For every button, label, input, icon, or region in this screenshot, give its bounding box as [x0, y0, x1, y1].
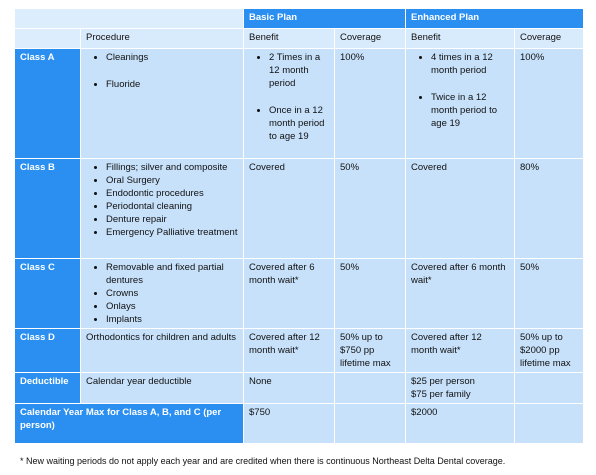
cell: 50% [334, 158, 406, 259]
cell [334, 372, 406, 404]
row-label: Class A [14, 48, 81, 159]
table-row: Class CRemovable and fixed partial dentu… [14, 258, 585, 329]
cell: Covered after 12 month wait* [243, 328, 335, 373]
cell: 50% up to $750 pp lifetime max [334, 328, 406, 373]
bullet-item: Endodontic procedures [106, 187, 238, 200]
cell: Cleanings Fluoride [80, 48, 244, 159]
cell: Orthodontics for children and adults [80, 328, 244, 373]
bullet-list: Removable and fixed partial denturesCrow… [86, 261, 238, 326]
cell: 100% [334, 48, 406, 159]
cell: Fillings; silver and compositeOral Surge… [80, 158, 244, 259]
bullet-list: Cleanings Fluoride [86, 51, 238, 91]
bullet-item: Once in a 12 month period to age 19 [269, 104, 329, 143]
cell: None [243, 372, 335, 404]
cell [513, 372, 585, 404]
cell: 80% [513, 158, 585, 259]
table-row: Class BFillings; silver and compositeOra… [14, 158, 585, 259]
bullet-item: Fillings; silver and composite [106, 161, 238, 174]
cell: 50% up to $2000 pp lifetime max [513, 328, 585, 373]
bullet-item: Fluoride [106, 78, 238, 91]
cell: Calendar year deductible [80, 372, 244, 404]
bullet-item: Removable and fixed partial dentures [106, 261, 238, 287]
bullet-item: Oral Surgery [106, 174, 238, 187]
cell: $750 [243, 403, 335, 444]
bullet-list: Fillings; silver and compositeOral Surge… [86, 161, 238, 239]
bullet-item: 4 times in a 12 month period [431, 51, 509, 77]
cell: Covered [405, 158, 515, 259]
bullet-item: Onlays [106, 300, 238, 313]
column-header-row: Procedure Benefit Coverage Benefit Coverage [14, 28, 585, 49]
bullet-item: Crowns [106, 287, 238, 300]
row-label: Class B [14, 158, 81, 259]
table-row: Class A Cleanings Fluoride 2 Times in a 12 … [14, 48, 585, 159]
group-header-row: Basic Plan Enhanced Plan [14, 8, 585, 29]
cell: Covered after 6 month wait* [243, 258, 335, 329]
bullet-item: Implants [106, 313, 238, 326]
blank-cell [14, 28, 81, 49]
bullet-item: Twice in a 12 month period to age 19 [431, 91, 509, 130]
group-header: Enhanced Plan [404, 8, 585, 29]
bullet-item: 2 Times in a 12 month period [269, 51, 329, 90]
cell: Covered after 6 month wait* [405, 258, 515, 329]
cell [334, 403, 406, 444]
benefits-table: Basic Plan Enhanced Plan Procedure Benefit C… [14, 8, 585, 444]
column-header: Procedure [80, 28, 244, 49]
cell [513, 403, 585, 444]
bullet-list: 4 times in a 12 month period Twice in a 1… [411, 51, 509, 130]
cell: 2 Times in a 12 month period Once in a 12… [243, 48, 335, 159]
row-label: Calendar Year Max for Class A, B, and C … [14, 403, 244, 444]
bullet-item: Cleanings [106, 51, 238, 64]
cell: 100% [513, 48, 585, 159]
row-label: Deductible [14, 372, 81, 404]
cell: 50% [513, 258, 585, 329]
blank-cell [14, 8, 244, 29]
cell: $2000 [405, 403, 515, 444]
cell: 50% [334, 258, 406, 329]
column-header: Benefit [405, 28, 515, 49]
cell: 4 times in a 12 month period Twice in a 1… [405, 48, 515, 159]
cell: Covered after 12 month wait* [405, 328, 515, 373]
bullet-item: Emergency Palliative treatment [106, 226, 238, 239]
footnote: * New waiting periods do not apply each … [20, 456, 506, 466]
column-header: Coverage [334, 28, 406, 49]
cell: $25 per person $75 per family [405, 372, 515, 404]
column-header: Coverage [513, 28, 585, 49]
table-row: Class D Orthodontics for children and adu… [14, 328, 585, 373]
table-row: Calendar Year Max for Class A, B, and C … [14, 403, 585, 444]
bullet-list: 2 Times in a 12 month period Once in a 12… [249, 51, 329, 143]
bullet-item: Denture repair [106, 213, 238, 226]
row-label: Class C [14, 258, 81, 329]
table-row: Deductible Calendar year deductible None $2… [14, 372, 585, 404]
cell: Covered [243, 158, 335, 259]
column-header: Benefit [243, 28, 335, 49]
row-label: Class D [14, 328, 81, 373]
cell: Removable and fixed partial denturesCrow… [80, 258, 244, 329]
group-header: Basic Plan [243, 8, 406, 29]
bullet-item: Periodontal cleaning [106, 200, 238, 213]
